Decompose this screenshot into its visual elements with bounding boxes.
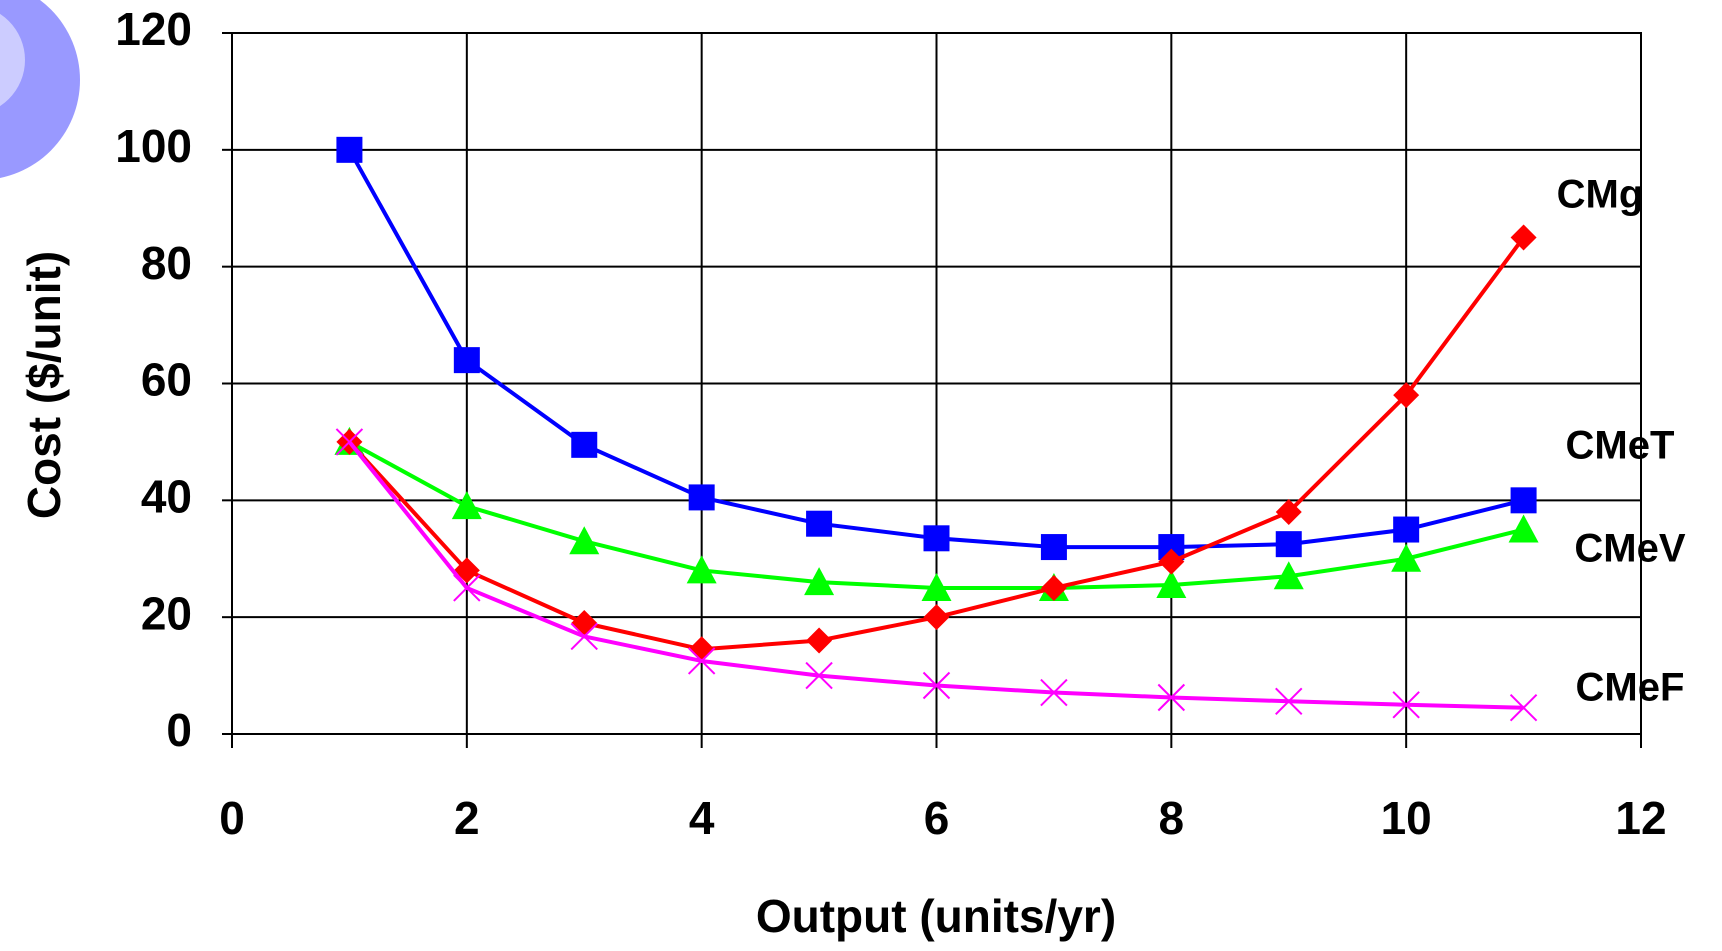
marker (1275, 687, 1303, 715)
y-tick-label: 120 (115, 3, 192, 55)
marker (806, 627, 833, 654)
x-tick-label: 0 (219, 792, 245, 844)
marker (1393, 382, 1420, 409)
series-label: CMeV (1574, 527, 1685, 571)
marker (1508, 514, 1539, 543)
y-axis-title: Cost ($/unit) (18, 251, 70, 519)
y-tick-label: 100 (115, 120, 192, 172)
marker (1509, 694, 1538, 722)
x-tick-label: 2 (454, 792, 480, 844)
marker (922, 671, 951, 700)
x-axis-title: Output (units/yr) (756, 890, 1116, 942)
marker (570, 622, 598, 651)
marker (921, 572, 952, 601)
marker (336, 136, 363, 163)
marker (569, 526, 600, 555)
marker (1510, 487, 1537, 514)
marker (1158, 548, 1185, 575)
marker (1510, 224, 1537, 251)
marker (1392, 691, 1420, 719)
marker (686, 555, 717, 584)
marker (453, 574, 481, 602)
marker (805, 661, 833, 690)
marker (688, 484, 715, 511)
x-tick-label: 12 (1615, 792, 1666, 844)
marker (1275, 499, 1302, 526)
plot-border (231, 32, 1642, 735)
y-tick-label: 40 (141, 470, 192, 522)
x-tick-label: 10 (1381, 792, 1432, 844)
y-tick-label: 0 (166, 704, 192, 756)
marker (687, 647, 716, 675)
marker (453, 347, 480, 374)
marker (923, 604, 950, 631)
marker (1275, 531, 1302, 558)
y-tick-label: 60 (141, 354, 192, 406)
marker (806, 510, 833, 537)
decoration (0, 13, 25, 107)
y-tick-label: 20 (141, 587, 192, 639)
marker (451, 491, 482, 520)
x-tick-label: 6 (924, 792, 950, 844)
series-label: CMeF (1576, 666, 1685, 710)
x-tick-label: 4 (689, 792, 715, 844)
marker (804, 567, 835, 596)
y-tick-label: 80 (141, 237, 192, 289)
marker (335, 428, 364, 456)
marker (1040, 574, 1067, 601)
marker (571, 431, 598, 458)
marker (1393, 516, 1420, 543)
marker (1040, 678, 1068, 707)
marker (1273, 561, 1304, 590)
marker (1157, 683, 1186, 712)
series-label: CMeT (1566, 424, 1675, 468)
series-label: CMg (1557, 173, 1644, 217)
marker (1391, 543, 1422, 572)
marker (923, 525, 950, 552)
marker (1156, 570, 1187, 599)
marker (1040, 534, 1067, 561)
x-tick-label: 8 (1159, 792, 1185, 844)
